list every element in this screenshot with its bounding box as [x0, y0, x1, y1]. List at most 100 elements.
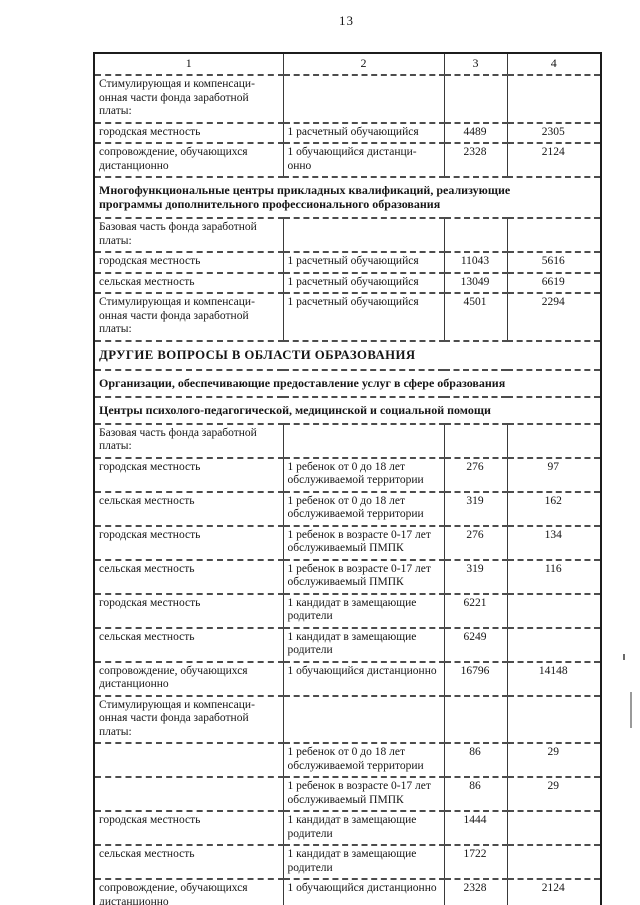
cell-col4: 162	[506, 490, 602, 526]
cell-col3	[443, 694, 508, 743]
cell-col1: сельская местность	[93, 271, 284, 293]
cell-col2: 1 кандидат в замещающие родители	[282, 844, 445, 879]
section-title: Организации, обеспечивающие предоставлен…	[93, 368, 602, 397]
cell-col1: сопровождение, обучающихся дистанционно	[93, 660, 284, 696]
cell-col3: 319	[443, 558, 508, 594]
cell-col2: 1 кандидат в замещающие родители	[282, 626, 445, 662]
cell-col1: Базовая часть фонда заработной платы:	[93, 422, 284, 458]
cell-col2: 1 ребенок от 0 до 18 лет обслуживаемой т…	[282, 490, 445, 526]
table-row: городская местность 1 расчетный обучающий…	[93, 251, 602, 273]
cell-col3: 1722	[443, 844, 508, 879]
scan-artifact-tick	[623, 654, 625, 660]
table-row: 1 ребенок от 0 до 18 лет обслуживаемой т…	[93, 742, 602, 777]
table-row: Стимулирующая и компенсаци-онная части ф…	[93, 694, 602, 743]
cell-col4	[506, 422, 602, 458]
table-row: сельская местность 1 кандидат в замещающи…	[93, 626, 602, 662]
table-row: сельская местность 1 расчетный обучающийс…	[93, 271, 602, 293]
cell-col1: городская местность	[93, 524, 284, 560]
cell-col4: 6619	[506, 271, 602, 293]
cell-col4	[506, 844, 602, 879]
cell-col2: 1 кандидат в замещающие родители	[282, 810, 445, 845]
cell-col3: 276	[443, 456, 508, 492]
cell-col3: 1444	[443, 810, 508, 845]
cell-col1: городская местность	[93, 251, 284, 273]
cell-col2: 1 ребенок от 0 до 18 лет обслуживаемой т…	[282, 742, 445, 777]
cell-col4: 2124	[506, 878, 602, 905]
table-row: сельская местность 1 ребенок в возрасте 0…	[93, 558, 602, 594]
table-body: Стимулирующая и компенсаци-онная части ф…	[93, 74, 602, 905]
cell-col1: сельская местность	[93, 490, 284, 526]
cell-col2: 1 ребенок от 0 до 18 лет обслуживаемой т…	[282, 456, 445, 492]
cell-col1: сопровождение, обучающихся дистанционно	[93, 142, 284, 177]
section-row: Организации, обеспечивающие предоставлен…	[93, 368, 602, 397]
section-row: Многофункциональные центры прикладных кв…	[93, 176, 602, 218]
cell-col4: 29	[506, 776, 602, 811]
cell-col4	[506, 694, 602, 743]
table-row: Базовая часть фонда заработной платы:	[93, 217, 602, 252]
cell-col4: 2305	[506, 121, 602, 143]
cell-col2: 1 ребенок в возрасте 0-17 лет обслуживае…	[282, 524, 445, 560]
section-row: ДРУГИЕ ВОПРОСЫ В ОБЛАСТИ ОБРАЗОВАНИЯ	[93, 339, 602, 370]
table-row: городская местность 1 ребенок от 0 до 18 …	[93, 456, 602, 492]
table-row: городская местность 1 расчетный обучающий…	[93, 121, 602, 143]
cell-col4	[506, 217, 602, 252]
cell-col4: 134	[506, 524, 602, 560]
cell-col1: городская местность	[93, 121, 284, 143]
cell-col2: 1 ребенок в возрасте 0-17 лет обслуживае…	[282, 558, 445, 594]
cell-col3: 13049	[443, 271, 508, 293]
cell-col4: 29	[506, 742, 602, 777]
cell-col1: сельская местность	[93, 844, 284, 879]
column-header-1: 1	[93, 52, 284, 76]
cell-col2: 1 расчетный обучающийся	[282, 121, 445, 143]
cell-col4: 116	[506, 558, 602, 594]
cell-col2	[282, 422, 445, 458]
cell-col3: 2328	[443, 142, 508, 177]
cell-col3: 6221	[443, 592, 508, 628]
cell-col3	[443, 74, 508, 123]
cell-col3	[443, 217, 508, 252]
cell-col3: 86	[443, 742, 508, 777]
cell-col3: 2328	[443, 878, 508, 905]
cell-col4	[506, 74, 602, 123]
cell-col1: городская местность	[93, 810, 284, 845]
table-row: городская местность 1 кандидат в замещающ…	[93, 810, 602, 845]
cell-col1: сельская местность	[93, 558, 284, 594]
cell-col4: 5616	[506, 251, 602, 273]
section-title: ДРУГИЕ ВОПРОСЫ В ОБЛАСТИ ОБРАЗОВАНИЯ	[93, 339, 602, 370]
cell-col2	[282, 694, 445, 743]
cell-col3: 276	[443, 524, 508, 560]
cell-col4	[506, 810, 602, 845]
cell-col2	[282, 217, 445, 252]
cell-col2: 1 кандидат в замещающие родители	[282, 592, 445, 628]
cell-col1: Стимулирующая и компенсаци-онная части ф…	[93, 292, 284, 341]
table-row: сельская местность 1 ребенок от 0 до 18 л…	[93, 490, 602, 526]
cell-col2: 1 расчетный обучающийся	[282, 271, 445, 293]
cell-col1: сельская местность	[93, 626, 284, 662]
table-row: сопровождение, обучающихся дистанционно 1…	[93, 878, 602, 905]
table-row: сельская местность 1 кандидат в замещающи…	[93, 844, 602, 879]
cell-col2	[282, 74, 445, 123]
cell-col1: Стимулирующая и компенсаци-онная части ф…	[93, 74, 284, 123]
cell-col3: 319	[443, 490, 508, 526]
column-header-4: 4	[506, 52, 602, 76]
cell-col2: 1 расчетный обучающийся	[282, 251, 445, 273]
cell-col4: 2124	[506, 142, 602, 177]
scan-artifact-line	[630, 692, 632, 728]
cell-col4	[506, 626, 602, 662]
table-row: сопровождение, обучающихся дистанционно 1…	[93, 142, 602, 177]
cell-col2: 1 обучающийся дистанционно	[282, 660, 445, 696]
page-number: 13	[339, 13, 354, 28]
cell-col3: 11043	[443, 251, 508, 273]
table-row: Стимулирующая и компенсаци-онная части ф…	[93, 74, 602, 123]
cell-col2: 1 обучающийся дистанци-онно	[282, 142, 445, 177]
column-header-2: 2	[282, 52, 445, 76]
cell-col1: Стимулирующая и компенсаци-онная части ф…	[93, 694, 284, 743]
cell-col1: городская местность	[93, 456, 284, 492]
cell-col3: 4501	[443, 292, 508, 341]
section-row: Центры психолого-педагогической, медицин…	[93, 395, 602, 424]
cell-col2: 1 обучающийся дистанционно	[282, 878, 445, 905]
cell-col2: 1 расчетный обучающийся	[282, 292, 445, 341]
